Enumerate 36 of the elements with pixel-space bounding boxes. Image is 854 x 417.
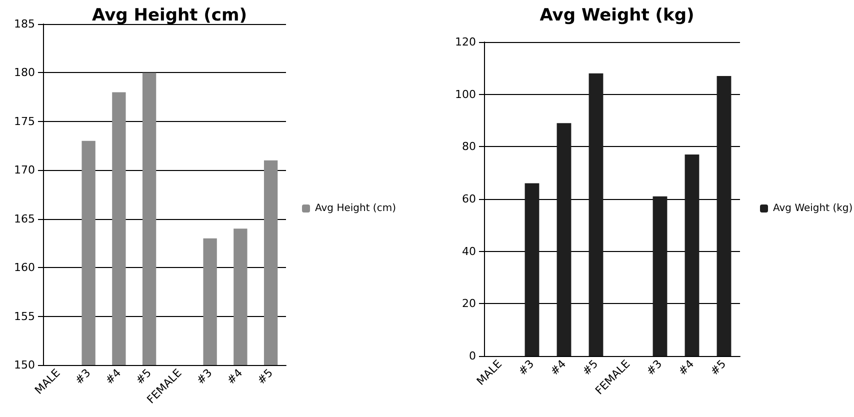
y-tick-label: 40 — [462, 244, 476, 258]
bar — [652, 196, 668, 356]
x-tick-label: #5 — [254, 366, 276, 388]
y-tick-label: 80 — [462, 140, 476, 154]
bar — [588, 73, 604, 356]
y-tick-label: 160 — [14, 261, 35, 274]
x-tick-label: #3 — [194, 366, 215, 388]
y-tick-label: 0 — [469, 350, 476, 362]
legend-label: Avg Weight (kg) — [773, 203, 853, 214]
x-tick-label: #5 — [580, 357, 601, 378]
x-tick-label: #4 — [548, 357, 569, 378]
x-tick-label: #4 — [102, 366, 124, 388]
y-tick-label: 150 — [14, 358, 35, 372]
x-tick-label: #4 — [676, 357, 697, 378]
bar — [716, 76, 732, 356]
bar — [524, 183, 540, 356]
x-tick-label: #4 — [224, 366, 246, 388]
x-tick-label: #3 — [516, 357, 537, 378]
y-tick-label: 60 — [462, 192, 476, 206]
legend-label: Avg Height (cm) — [315, 203, 396, 214]
y-tick-label: 20 — [462, 297, 476, 310]
y-tick-label: 170 — [14, 164, 35, 177]
bar — [684, 154, 700, 356]
x-tick-label: #3 — [72, 366, 94, 388]
y-tick-label: 155 — [14, 310, 35, 323]
x-tick-label: #5 — [708, 357, 729, 378]
y-tick-label: 100 — [455, 88, 476, 101]
y-tick-label: 185 — [14, 18, 35, 30]
y-tick-label: 120 — [455, 36, 476, 48]
y-tick-label: 180 — [14, 66, 35, 80]
y-tick-label: 175 — [14, 114, 35, 128]
x-tick-label: #3 — [644, 357, 665, 378]
y-tick-label: 165 — [14, 212, 35, 226]
bar — [556, 123, 572, 356]
chart-title: Avg Height (cm) — [92, 6, 247, 26]
chart-title: Avg Weight (kg) — [540, 6, 694, 26]
